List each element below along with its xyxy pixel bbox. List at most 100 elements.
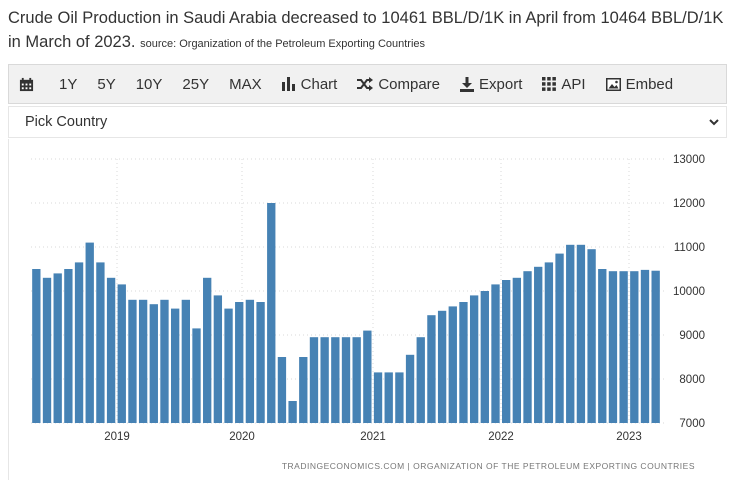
y-tick-label: 12000 <box>673 198 705 210</box>
bar <box>555 253 564 423</box>
bar <box>42 277 52 423</box>
bar <box>245 299 255 423</box>
api-button[interactable]: API <box>542 75 586 93</box>
chart-button[interactable]: Chart <box>281 75 338 93</box>
bar <box>106 277 116 423</box>
bar <box>320 337 329 423</box>
download-icon <box>460 76 475 92</box>
y-tick-label: 13000 <box>673 154 705 166</box>
image-icon <box>605 77 621 91</box>
bar <box>288 401 297 423</box>
headline-text: Crude Oil Production in Saudi Arabia dec… <box>8 9 724 51</box>
range-10y-button[interactable]: 10Y <box>135 75 163 93</box>
bar <box>405 354 415 423</box>
y-tick-label: 11000 <box>674 242 705 254</box>
range-5y-button[interactable]: 5Y <box>97 75 116 93</box>
chart-toolbar: 1Y 5Y 10Y 25Y MAX Chart Compare Export <box>8 64 727 104</box>
bar <box>566 244 575 423</box>
y-tick-label: 7000 <box>679 418 705 430</box>
bar <box>469 295 479 423</box>
x-tick-label: 2022 <box>488 431 514 443</box>
compare-button-label: Compare <box>378 75 441 93</box>
bar <box>384 372 393 423</box>
bar <box>480 291 489 423</box>
chart-area: 7000 8000 9000 10000 11000 12000 13000 2019 2020… <box>8 139 727 480</box>
bar <box>523 271 532 423</box>
bar <box>309 337 319 423</box>
api-button-label: API <box>561 75 586 93</box>
bar <box>128 299 137 423</box>
bar <box>181 299 190 423</box>
chart-button-label: Chart <box>300 75 338 93</box>
bar <box>395 372 404 423</box>
bar <box>437 310 447 423</box>
bar <box>587 249 596 423</box>
bar <box>224 308 233 423</box>
range-25y-button[interactable]: 25Y <box>182 75 210 93</box>
calendar-icon <box>19 77 34 91</box>
page-headline: Crude Oil Production in Saudi Arabia dec… <box>8 6 726 56</box>
headline-source: source: Organization of the Petroleum Ex… <box>140 38 426 50</box>
bar <box>341 337 351 423</box>
bar <box>74 262 84 423</box>
bar <box>96 262 105 423</box>
bar <box>502 280 511 423</box>
bar <box>331 337 340 423</box>
export-button[interactable]: Export <box>460 76 522 93</box>
bar <box>267 203 276 423</box>
x-tick-label: 2019 <box>104 431 130 443</box>
bar <box>427 315 436 423</box>
bar <box>534 266 543 423</box>
bar <box>598 269 607 423</box>
range-1y-button[interactable]: 1Y <box>59 75 78 93</box>
grid-icon <box>542 77 557 91</box>
y-tick-label: 8000 <box>679 374 705 386</box>
bar <box>373 372 383 423</box>
bar <box>138 299 148 423</box>
bar <box>149 304 158 423</box>
y-tick-label: 10000 <box>673 286 705 298</box>
bar <box>491 284 500 423</box>
bar <box>352 337 361 423</box>
x-tick-label: 2021 <box>360 431 386 443</box>
bar-chart-icon <box>281 77 295 91</box>
range-max-button[interactable]: MAX <box>229 75 262 93</box>
bar <box>32 269 41 423</box>
bar <box>363 330 372 423</box>
bar <box>64 269 73 423</box>
bar <box>160 299 169 423</box>
bar <box>192 328 201 423</box>
bar <box>203 277 212 423</box>
bar <box>213 295 223 423</box>
bar <box>299 357 308 423</box>
production-bar-chart: 7000 8000 9000 10000 11000 12000 13000 2019 2020… <box>31 154 705 471</box>
bar <box>170 308 180 423</box>
bar <box>53 273 62 423</box>
bar <box>117 284 126 423</box>
bar <box>459 302 468 423</box>
bar <box>619 271 628 423</box>
export-button-label: Export <box>479 75 523 93</box>
x-tick-label: 2023 <box>616 431 642 443</box>
country-picker[interactable]: Pick Country <box>8 106 727 138</box>
bar <box>448 306 457 423</box>
chevron-down-icon <box>709 119 719 126</box>
bar <box>256 302 265 423</box>
bar <box>85 242 94 423</box>
bar <box>651 270 660 423</box>
bar <box>630 271 639 423</box>
embed-button-label: Embed <box>625 75 674 93</box>
compare-button[interactable]: Compare <box>357 76 440 93</box>
bar <box>235 302 244 423</box>
bar <box>416 337 425 423</box>
bar <box>576 244 586 423</box>
country-picker-label: Pick Country <box>25 114 108 130</box>
y-tick-label: 9000 <box>679 330 705 342</box>
bar <box>512 277 522 423</box>
bar <box>640 269 650 423</box>
x-tick-label: 2020 <box>229 431 255 443</box>
bar <box>277 357 287 423</box>
calendar-button[interactable] <box>19 77 39 92</box>
embed-button[interactable]: Embed <box>605 75 674 93</box>
bar <box>544 262 554 423</box>
